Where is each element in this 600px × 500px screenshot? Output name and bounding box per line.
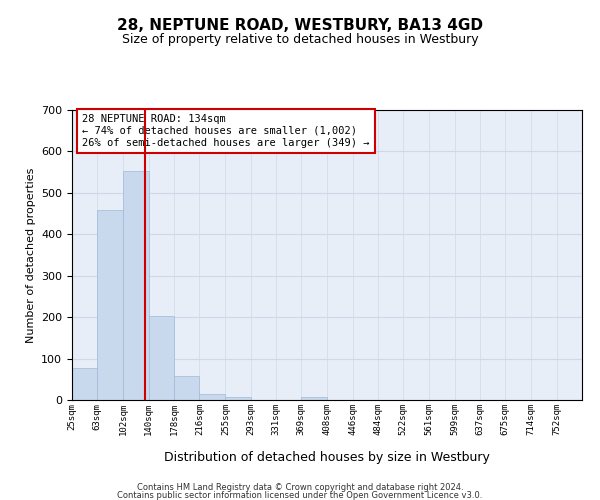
Bar xyxy=(226,396,251,400)
Bar xyxy=(174,376,199,400)
Text: 28 NEPTUNE ROAD: 134sqm
← 74% of detached houses are smaller (1,002)
26% of semi: 28 NEPTUNE ROAD: 134sqm ← 74% of detache… xyxy=(82,114,370,148)
Bar xyxy=(72,368,97,400)
Text: 28, NEPTUNE ROAD, WESTBURY, BA13 4GD: 28, NEPTUNE ROAD, WESTBURY, BA13 4GD xyxy=(117,18,483,32)
Y-axis label: Number of detached properties: Number of detached properties xyxy=(26,168,35,342)
Bar xyxy=(149,316,174,400)
Text: Size of property relative to detached houses in Westbury: Size of property relative to detached ho… xyxy=(122,32,478,46)
Text: Distribution of detached houses by size in Westbury: Distribution of detached houses by size … xyxy=(164,451,490,464)
Text: Contains public sector information licensed under the Open Government Licence v3: Contains public sector information licen… xyxy=(118,490,482,500)
Bar xyxy=(97,210,124,400)
Bar xyxy=(199,394,226,400)
Bar xyxy=(124,171,149,400)
Bar xyxy=(301,396,328,400)
Text: Contains HM Land Registry data © Crown copyright and database right 2024.: Contains HM Land Registry data © Crown c… xyxy=(137,483,463,492)
